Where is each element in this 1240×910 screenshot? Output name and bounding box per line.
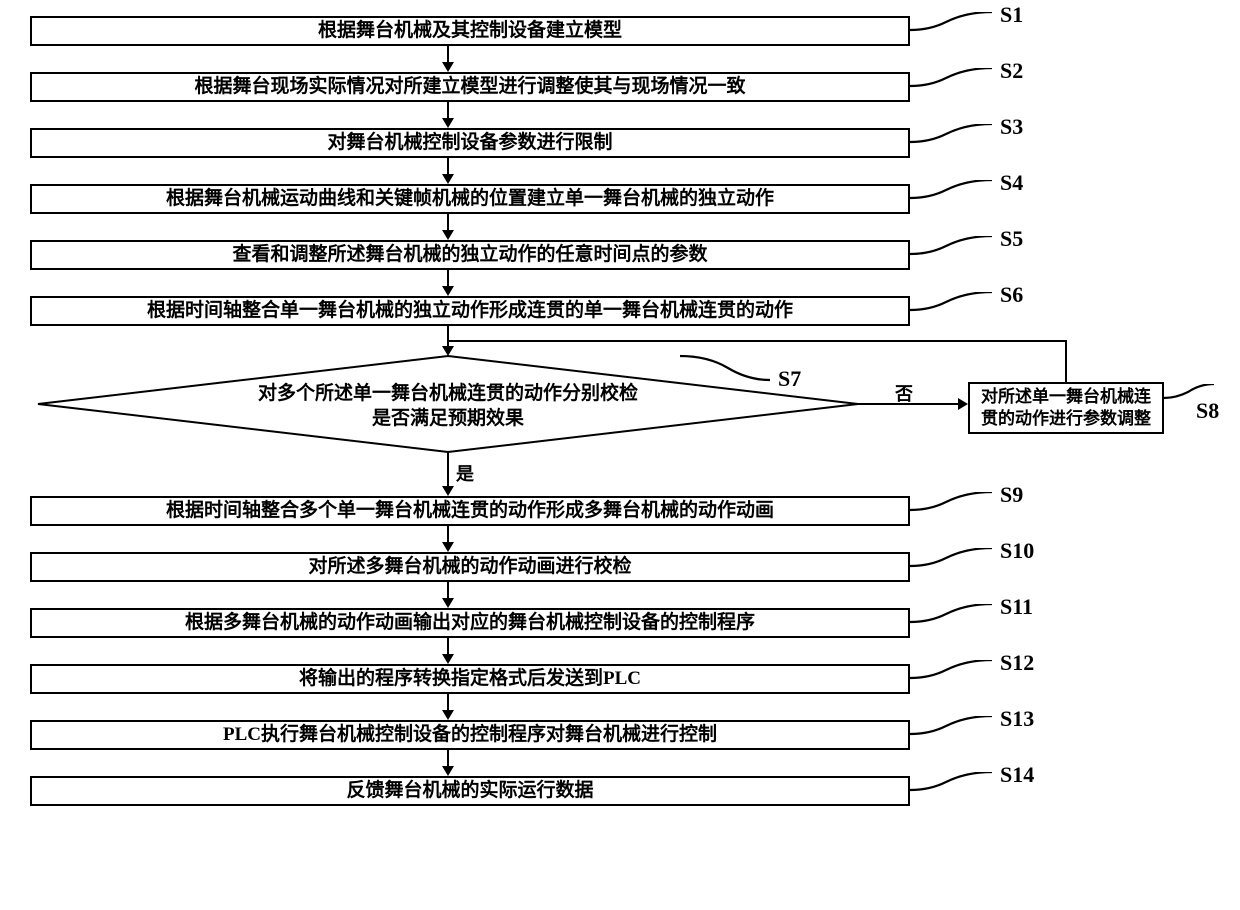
label-s9: S9 [1000, 482, 1023, 508]
arrowhead-s13-s14 [442, 766, 454, 776]
step-s4: 根据舞台机械运动曲线和关键帧机械的位置建立单一舞台机械的独立动作 [30, 184, 910, 214]
arrowhead-s11-s12 [442, 654, 454, 664]
step-s8-line1: 对所述单一舞台机械连 [981, 387, 1151, 406]
step-s12-text: 将输出的程序转换指定格式后发送到PLC [299, 667, 641, 692]
arrowhead-s1-s2 [442, 62, 454, 72]
step-s8-line2: 贯的动作进行参数调整 [981, 409, 1151, 428]
arrowhead-s3-s4 [442, 174, 454, 184]
callout-s2 [910, 68, 992, 98]
callout-s14 [910, 772, 992, 802]
label-s12: S12 [1000, 650, 1034, 676]
loop-s8-left [449, 340, 1067, 342]
callout-s12 [910, 660, 992, 690]
loop-s8-up [1065, 340, 1067, 382]
step-s9-text: 根据时间轴整合多个单一舞台机械连贯的动作形成多舞台机械的动作动画 [166, 499, 774, 524]
arrowhead-s10-s11 [442, 598, 454, 608]
decision-s7-text: 对多个所述单一舞台机械连贯的动作分别校检 是否满足预期效果 [170, 382, 726, 431]
callout-s13 [910, 716, 992, 746]
arrowhead-s7-s9 [442, 486, 454, 496]
label-s4: S4 [1000, 170, 1023, 196]
arrowhead-s6-s7 [442, 346, 454, 356]
step-s2: 根据舞台现场实际情况对所建立模型进行调整使其与现场情况一致 [30, 72, 910, 102]
label-s5: S5 [1000, 226, 1023, 252]
step-s5: 查看和调整所述舞台机械的独立动作的任意时间点的参数 [30, 240, 910, 270]
label-s8: S8 [1196, 398, 1219, 424]
step-s14: 反馈舞台机械的实际运行数据 [30, 776, 910, 806]
callout-s11 [910, 604, 992, 634]
step-s13: PLC执行舞台机械控制设备的控制程序对舞台机械进行控制 [30, 720, 910, 750]
label-s13: S13 [1000, 706, 1034, 732]
step-s2-text: 根据舞台现场实际情况对所建立模型进行调整使其与现场情况一致 [194, 75, 745, 100]
label-s11: S11 [1000, 594, 1033, 620]
step-s3: 对舞台机械控制设备参数进行限制 [30, 128, 910, 158]
step-s14-text: 反馈舞台机械的实际运行数据 [346, 779, 593, 804]
arrow-s7-s9 [447, 452, 449, 488]
step-s9: 根据时间轴整合多个单一舞台机械连贯的动作形成多舞台机械的动作动画 [30, 496, 910, 526]
step-s6: 根据时间轴整合单一舞台机械的独立动作形成连贯的单一舞台机械连贯的动作 [30, 296, 910, 326]
label-s6: S6 [1000, 282, 1023, 308]
label-s7: S7 [778, 366, 801, 392]
callout-s6 [910, 292, 992, 322]
step-s10-text: 对所述多舞台机械的动作动画进行校检 [308, 555, 631, 580]
arrowhead-s4-s5 [442, 230, 454, 240]
step-s12: 将输出的程序转换指定格式后发送到PLC [30, 664, 910, 694]
step-s11-text: 根据多舞台机械的动作动画输出对应的舞台机械控制设备的控制程序 [185, 611, 755, 636]
step-s4-text: 根据舞台机械运动曲线和关键帧机械的位置建立单一舞台机械的独立动作 [166, 187, 774, 212]
arrowhead-s12-s13 [442, 710, 454, 720]
step-s1-text: 根据舞台机械及其控制设备建立模型 [318, 19, 622, 44]
label-s3: S3 [1000, 114, 1023, 140]
callout-s9 [910, 492, 992, 522]
callout-s10 [910, 548, 992, 578]
step-s11: 根据多舞台机械的动作动画输出对应的舞台机械控制设备的控制程序 [30, 608, 910, 638]
step-s1: 根据舞台机械及其控制设备建立模型 [30, 16, 910, 46]
step-s6-text: 根据时间轴整合单一舞台机械的独立动作形成连贯的单一舞台机械连贯的动作 [147, 299, 793, 324]
edge-no-label: 否 [895, 380, 913, 406]
flowchart-container: 根据舞台机械及其控制设备建立模型 根据舞台现场实际情况对所建立模型进行调整使其与… [0, 0, 1240, 910]
arrowhead-s5-s6 [442, 286, 454, 296]
label-s1: S1 [1000, 2, 1023, 28]
step-s13-text: PLC执行舞台机械控制设备的控制程序对舞台机械进行控制 [223, 723, 717, 748]
label-s10: S10 [1000, 538, 1034, 564]
callout-s5 [910, 236, 992, 266]
step-s5-text: 查看和调整所述舞台机械的独立动作的任意时间点的参数 [232, 243, 707, 268]
arrowhead-s9-s10 [442, 542, 454, 552]
decision-s7-line2: 是否满足预期效果 [372, 408, 524, 429]
callout-s7 [680, 354, 770, 388]
step-s3-text: 对舞台机械控制设备参数进行限制 [327, 131, 612, 156]
callout-s3 [910, 124, 992, 154]
step-s10: 对所述多舞台机械的动作动画进行校检 [30, 552, 910, 582]
label-s2: S2 [1000, 58, 1023, 84]
step-s8: 对所述单一舞台机械连 贯的动作进行参数调整 [968, 382, 1164, 434]
edge-yes-label: 是 [456, 460, 474, 486]
arrow-s6-s7 [447, 326, 449, 348]
decision-s7-line1: 对多个所述单一舞台机械连贯的动作分别校检 [258, 383, 638, 404]
arrowhead-s7-s8 [958, 398, 968, 410]
callout-s1 [910, 12, 992, 42]
callout-s4 [910, 180, 992, 210]
arrowhead-s2-s3 [442, 118, 454, 128]
label-s14: S14 [1000, 762, 1034, 788]
